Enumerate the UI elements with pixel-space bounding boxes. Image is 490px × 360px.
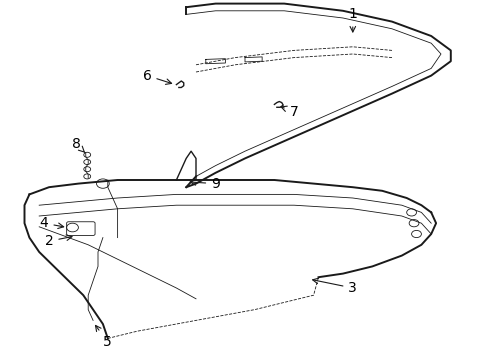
Text: 7: 7 — [281, 105, 298, 118]
Text: 5: 5 — [96, 325, 112, 349]
Text: 2: 2 — [45, 234, 72, 248]
Text: 1: 1 — [348, 8, 357, 32]
Text: 3: 3 — [313, 278, 357, 295]
Text: 4: 4 — [40, 216, 64, 230]
Text: 8: 8 — [72, 137, 85, 153]
Text: 9: 9 — [190, 177, 220, 190]
Text: 6: 6 — [143, 69, 172, 84]
